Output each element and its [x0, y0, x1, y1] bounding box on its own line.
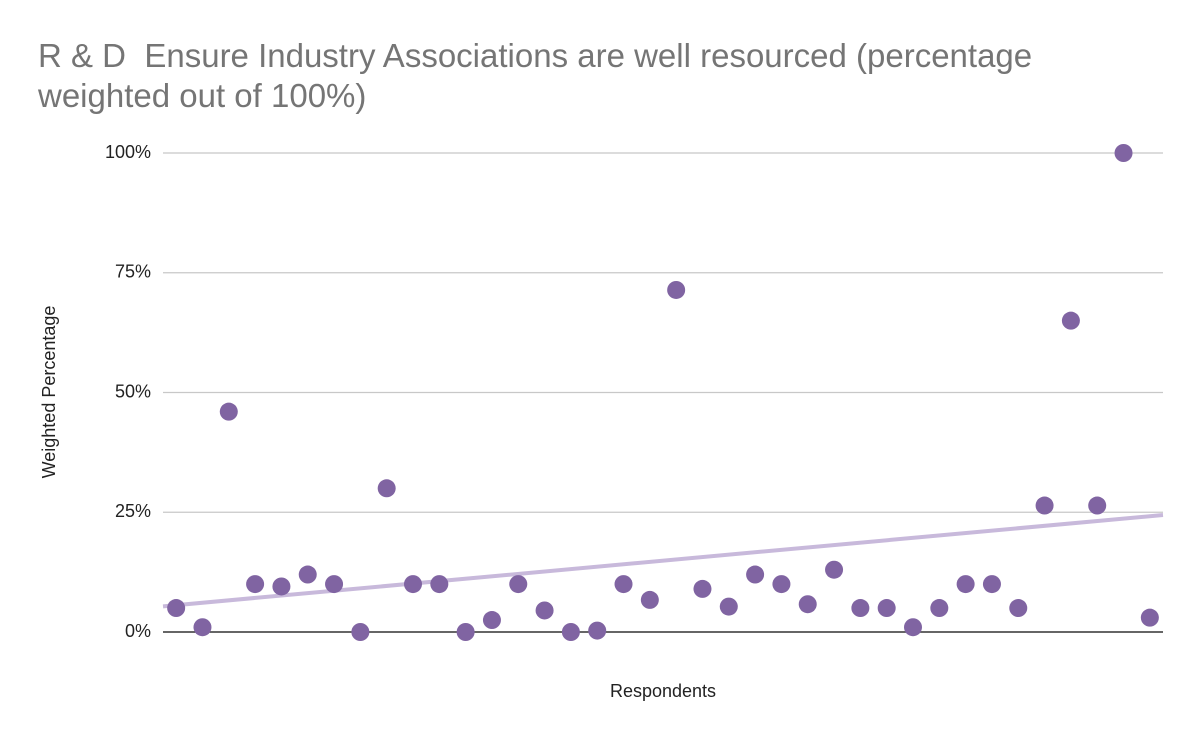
- point: [482, 611, 501, 630]
- point: [825, 560, 844, 579]
- y-tick-label: 100%: [105, 142, 151, 162]
- point: [877, 599, 896, 618]
- point: [956, 575, 975, 594]
- point: [430, 575, 449, 594]
- x-axis-label: Respondents: [610, 681, 716, 701]
- point: [509, 575, 528, 594]
- trendline: [162, 513, 1164, 609]
- point: [667, 280, 686, 299]
- point: [772, 575, 791, 594]
- point: [719, 597, 738, 616]
- point: [351, 623, 370, 641]
- point: [1035, 496, 1054, 515]
- point: [588, 621, 607, 640]
- point: [1009, 599, 1028, 618]
- point: [404, 575, 422, 594]
- point: [930, 599, 949, 618]
- point: [798, 595, 817, 614]
- point: [640, 590, 659, 609]
- point: [535, 601, 554, 620]
- point: [325, 575, 344, 594]
- point: [246, 575, 265, 594]
- point: [982, 575, 1001, 594]
- point: [219, 402, 238, 421]
- point: [456, 623, 475, 641]
- y-axis-label: Weighted Percentage: [39, 306, 59, 479]
- point: [377, 479, 396, 498]
- point: [693, 579, 712, 598]
- point: [167, 599, 186, 618]
- point: [614, 575, 633, 594]
- y-tick-label: 25%: [115, 501, 151, 521]
- point: [298, 565, 317, 584]
- y-tick-label: 50%: [115, 381, 151, 401]
- point: [746, 565, 765, 584]
- point: [272, 577, 291, 596]
- point: [561, 623, 580, 641]
- y-tick-label: 0%: [125, 621, 151, 641]
- point: [851, 599, 870, 618]
- point: [1061, 311, 1080, 330]
- point: [1114, 144, 1133, 162]
- y-tick-label: 75%: [115, 262, 151, 282]
- point: [1088, 496, 1107, 515]
- chart-title: R & D Ensure Industry Associations are w…: [38, 37, 1042, 114]
- point: [193, 618, 212, 637]
- point: [904, 618, 922, 637]
- point: [1140, 608, 1159, 627]
